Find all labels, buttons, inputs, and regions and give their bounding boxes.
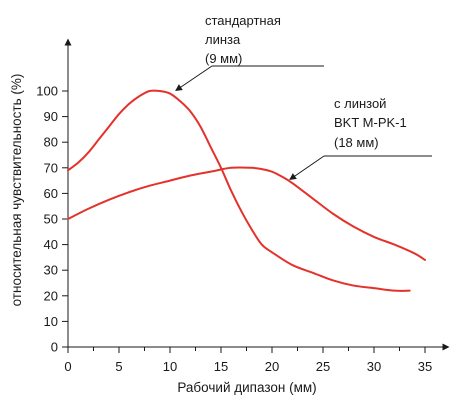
annotation-bkt-line-1: с линзой	[334, 96, 386, 111]
y-tick-label: 40	[44, 237, 58, 252]
y-tick-label: 60	[44, 186, 58, 201]
series-line-standard-lens	[67, 89, 411, 292]
x-tick-label: 25	[316, 359, 330, 374]
x-axis-title: Рабочий дипазон (мм)	[177, 380, 316, 395]
x-tick-label: 5	[115, 359, 122, 374]
y-tick-label: 30	[44, 263, 58, 278]
y-tick-label: 90	[44, 109, 58, 124]
annotation-bkt-leader	[289, 155, 325, 180]
y-tick-label: 20	[44, 288, 58, 303]
annotation-bkt-line-3: (18 мм)	[334, 135, 379, 150]
x-tick-label: 10	[163, 359, 177, 374]
x-tick-label: 20	[265, 359, 279, 374]
y-axis-title: относительная чувствительность (%)	[9, 74, 24, 307]
y-tick-label: 50	[44, 212, 58, 227]
annotation-bkt-lens: с линзой BKT M-PK-1 (18 мм)	[289, 96, 432, 180]
x-tick-label: 0	[64, 359, 71, 374]
y-tick-label: 10	[44, 314, 58, 329]
annotation-standard-leader	[175, 65, 213, 91]
y-tick-label: 0	[51, 340, 58, 355]
annotation-bkt-line-2: BKT M-PK-1	[334, 115, 407, 130]
x-tick-label: 35	[418, 359, 432, 374]
x-tick-label: 15	[214, 359, 228, 374]
series-line-bkt-lens	[67, 166, 426, 261]
y-tick-label: 70	[44, 160, 58, 175]
y-tick-label: 80	[44, 135, 58, 150]
annotation-standard-line-2: линза	[205, 32, 241, 47]
y-tick-label: 100	[36, 84, 58, 99]
annotation-standard-line-1: стандартная	[205, 13, 281, 28]
annotation-standard-line-3: (9 мм)	[205, 51, 242, 66]
x-tick-label: 30	[367, 359, 381, 374]
annotation-standard-lens: стандартная линза (9 мм)	[175, 13, 324, 91]
